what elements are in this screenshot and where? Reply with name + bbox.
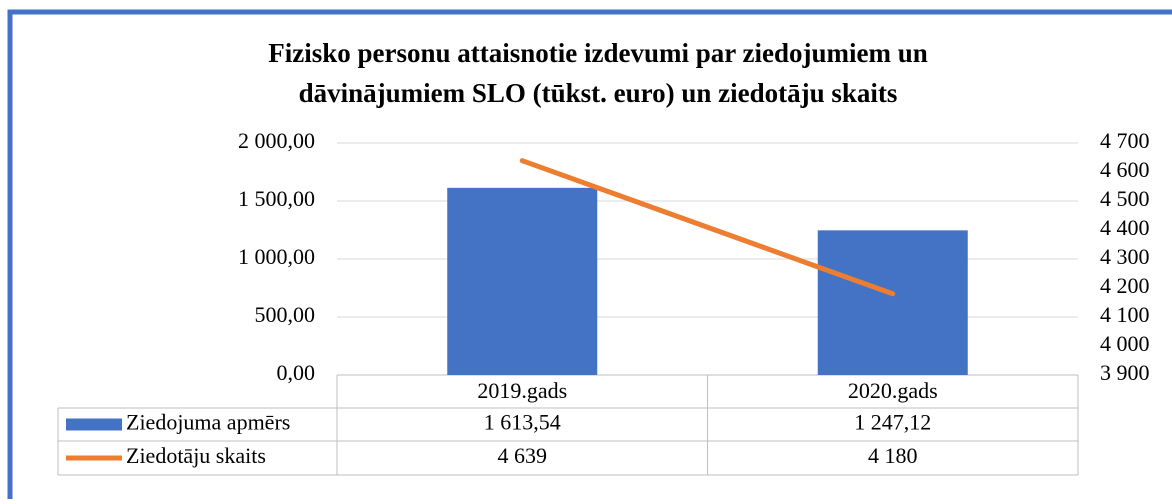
- y2-tick-label: 4 400: [1100, 215, 1150, 240]
- y2-tick-label: 4 200: [1100, 273, 1150, 298]
- legend-key: [66, 418, 122, 431]
- x-tick-label: 2020.gads: [848, 378, 938, 403]
- legend-label: Ziedotāju skaits: [126, 443, 266, 468]
- table-value: 1 613,54: [484, 410, 561, 435]
- chart-title: Fizisko personu attaisnotie izdevumi par…: [268, 38, 928, 68]
- y-tick-label: 1 000,00: [238, 244, 315, 269]
- frame: [7, 9, 1172, 504]
- bar: [447, 187, 598, 375]
- bar: [817, 230, 968, 375]
- line: [519, 158, 896, 297]
- y2-tick-label: 4 500: [1100, 186, 1150, 211]
- y-tick-label: 500,00: [255, 302, 316, 327]
- y2-tick-label: 3 900: [1100, 360, 1150, 385]
- y2-tick-label: 4 300: [1100, 244, 1150, 269]
- y2-tick-label: 4 000: [1100, 331, 1150, 356]
- y-tick-label: 0,00: [277, 360, 316, 385]
- y-tick-label: 2 000,00: [238, 128, 315, 153]
- table-value: 4 639: [498, 443, 548, 468]
- y2-tick-label: 4 700: [1100, 128, 1150, 153]
- y-tick-label: 1 500,00: [238, 186, 315, 211]
- table-value: 4 180: [868, 443, 918, 468]
- y2-tick-label: 4 100: [1100, 302, 1150, 327]
- legend-label: Ziedojuma apmērs: [126, 410, 290, 435]
- table-value: 1 247,12: [854, 410, 931, 435]
- y2-tick-label: 4 600: [1100, 157, 1150, 182]
- chart-title: dāvinājumiem SLO (tūkst. euro) un ziedot…: [299, 78, 898, 108]
- x-tick-label: 2019.gads: [477, 378, 567, 403]
